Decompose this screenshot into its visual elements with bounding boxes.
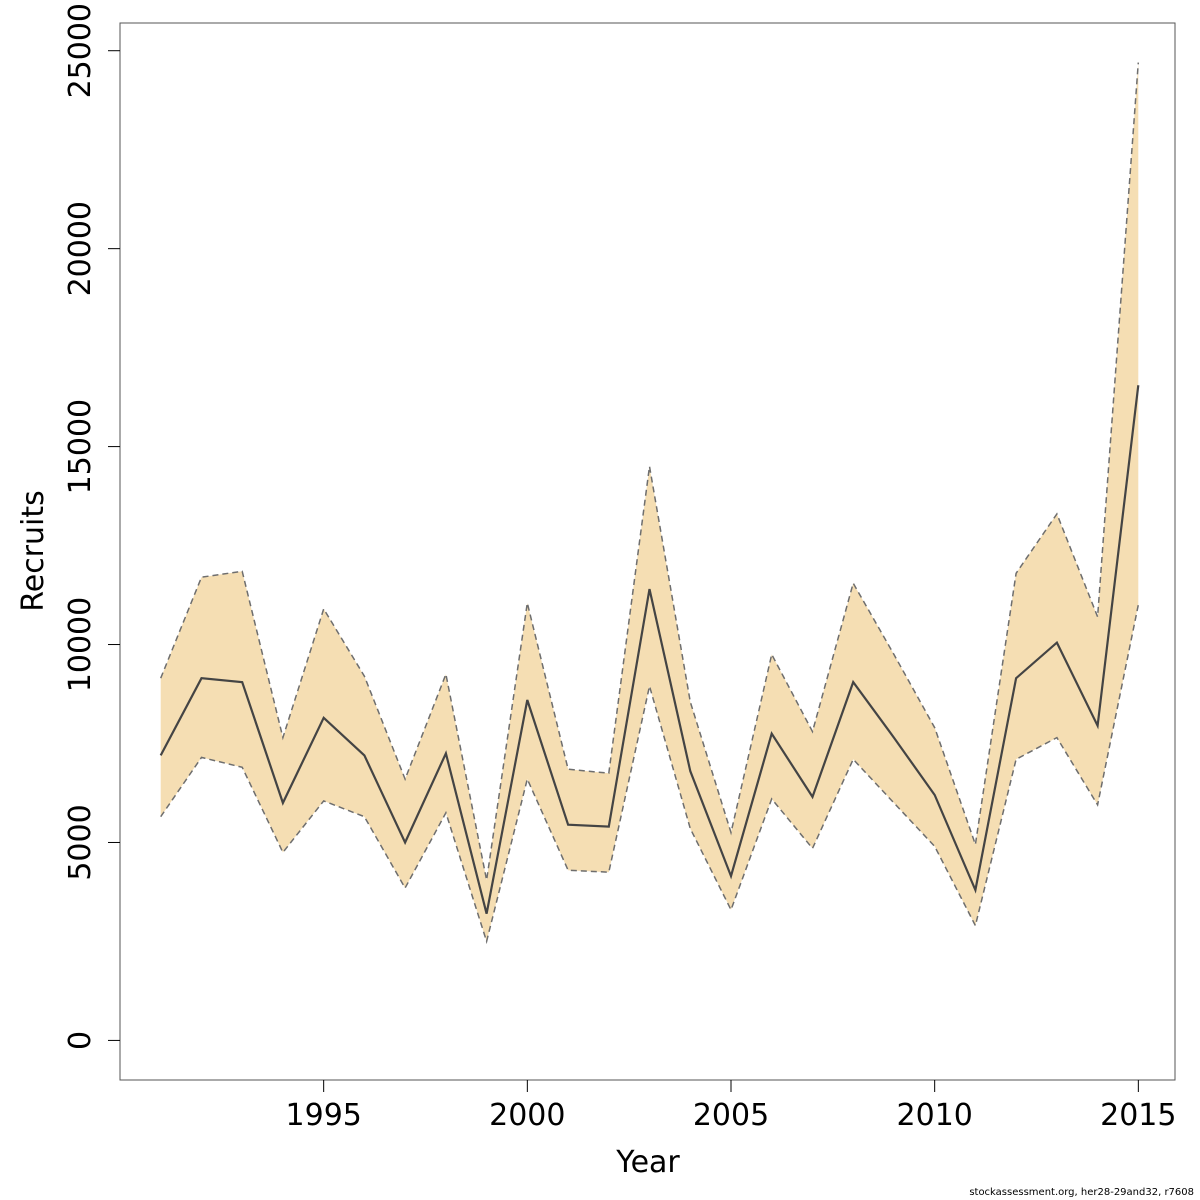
confidence-band-area [160, 62, 1139, 942]
y-tick-label: 5000 [63, 804, 98, 880]
footer-credit: stockassessment.org, her28-29and32, r760… [969, 1187, 1194, 1198]
y-axis-title: Recruits [16, 490, 51, 612]
lower-bound-line [160, 604, 1140, 945]
recruits-line [159, 385, 1140, 914]
x-tick-label: 1995 [286, 1098, 362, 1133]
y-tick-label: 15000 [63, 399, 98, 494]
plot-frame [119, 22, 1176, 1081]
x-tick-label: 2010 [897, 1098, 973, 1133]
recruits-series [159, 385, 1140, 914]
confidence-band [160, 62, 1139, 942]
confidence-bounds [160, 62, 1140, 945]
x-tick-label: 2005 [693, 1098, 769, 1133]
y-tick-label: 20000 [63, 201, 98, 296]
x-tick-label: 2015 [1100, 1098, 1176, 1133]
x-axis: 1995 2000 2005 2010 2015 [286, 1080, 1176, 1133]
y-tick-label: 10000 [63, 597, 98, 692]
x-tick-label: 2000 [489, 1098, 565, 1133]
x-axis-title: Year [615, 1145, 680, 1180]
y-tick-label: 0 [63, 1031, 98, 1050]
y-tick-label: 25000 [63, 3, 98, 98]
y-axis: 0 5000 10000 15000 20000 25000 [63, 3, 120, 1050]
